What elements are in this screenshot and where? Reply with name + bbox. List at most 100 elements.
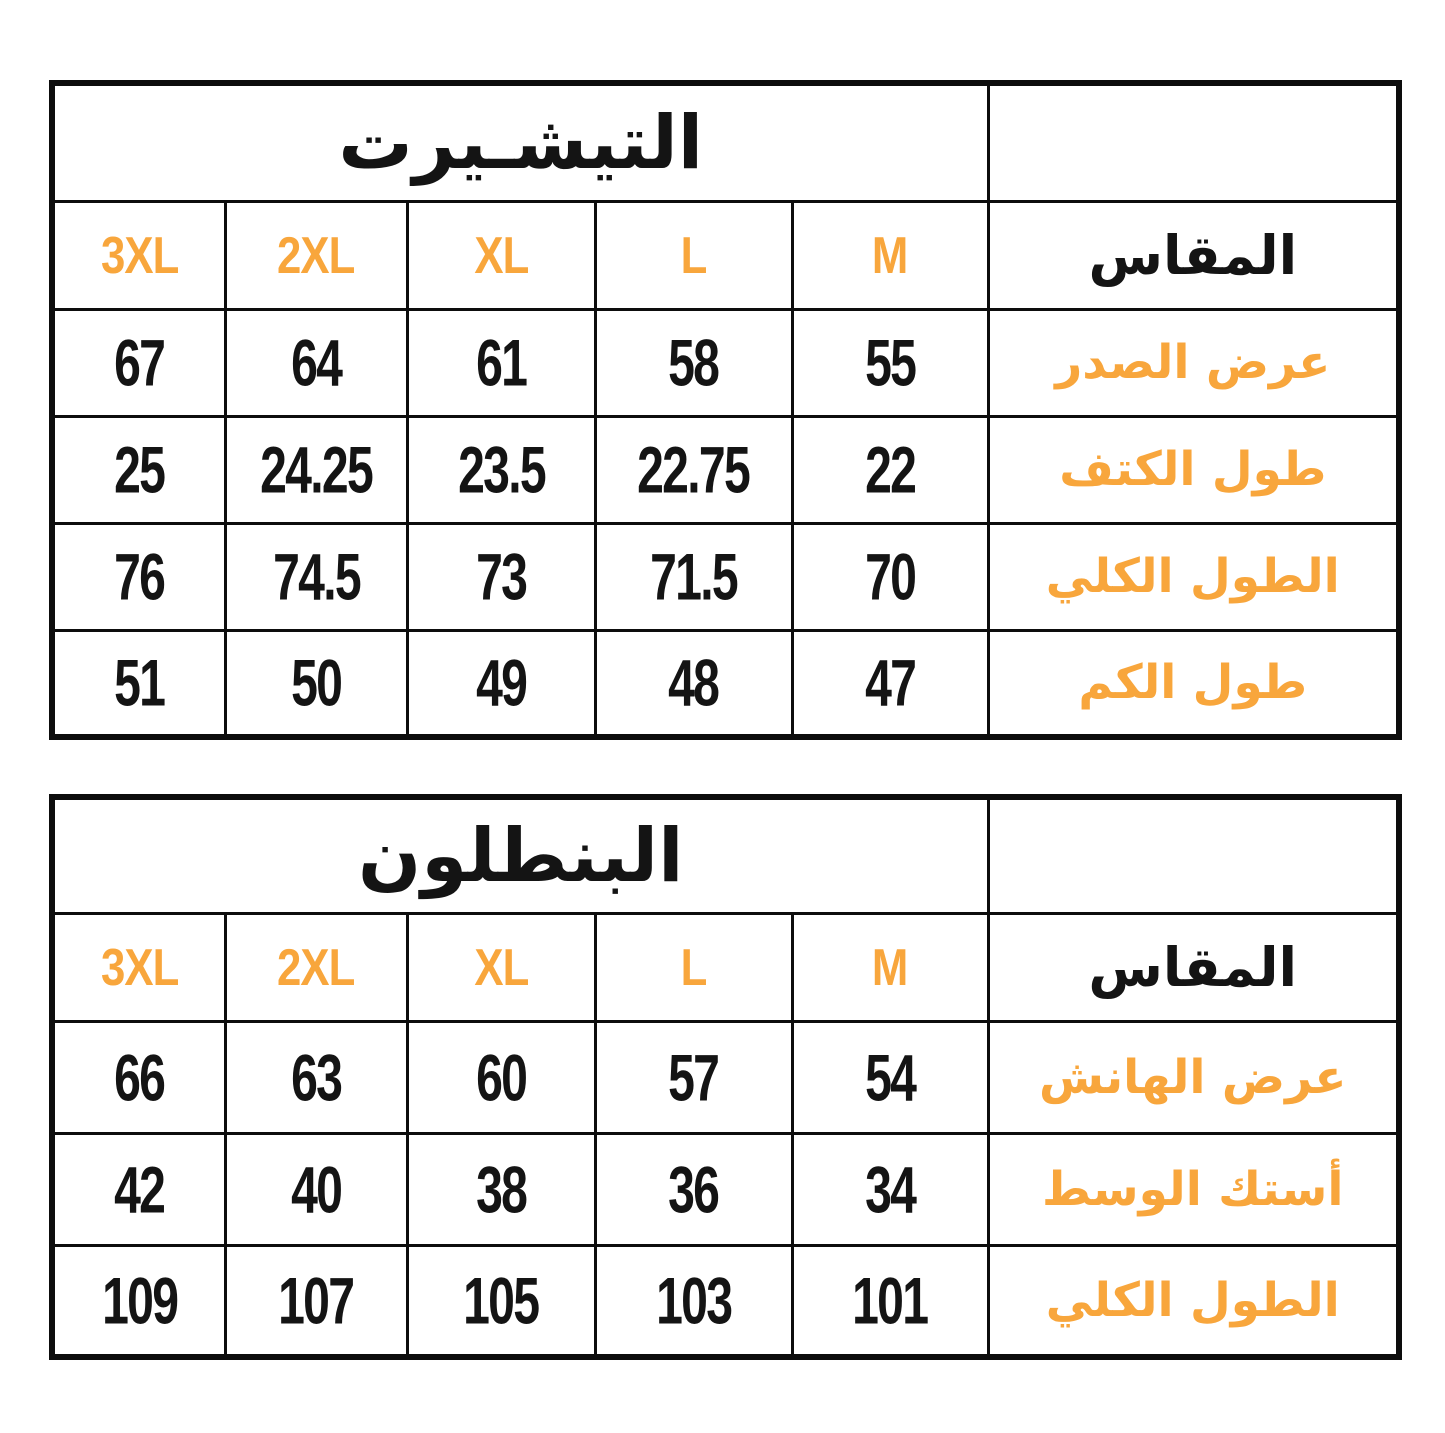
pants-row-label-waist-elastic: أستك الوسط bbox=[986, 1131, 1401, 1247]
table-row: 42 40 38 36 34 أستك الوسط bbox=[50, 1131, 1401, 1247]
tshirt-row-label-chest-width: عرض الصدر bbox=[986, 307, 1401, 418]
value-cell: 54 bbox=[790, 1019, 990, 1135]
cell-value: 58 bbox=[668, 325, 720, 400]
pants-size-header-xl: XL bbox=[405, 911, 597, 1023]
tshirt-size-header-2xl: 2XL bbox=[223, 199, 409, 311]
value-cell: 40 bbox=[223, 1131, 409, 1247]
value-cell: 61 bbox=[405, 307, 597, 418]
cell-value: 64 bbox=[290, 325, 343, 400]
cell-value: 74.5 bbox=[272, 539, 362, 614]
table-row: التيشـيرت bbox=[50, 81, 1401, 203]
value-cell: 38 bbox=[405, 1131, 597, 1247]
cell-value: 23.5 bbox=[457, 432, 547, 507]
cell-value: 67 bbox=[114, 325, 166, 400]
cell-value: 36 bbox=[668, 1151, 720, 1227]
cell-value: 76 bbox=[114, 539, 166, 614]
pants-size-header-3xl: 3XL bbox=[50, 911, 227, 1023]
cell-value: 105 bbox=[463, 1263, 540, 1338]
cell-value: 101 bbox=[852, 1263, 929, 1338]
title-spacer-cell bbox=[986, 795, 1401, 915]
pants-row-label-total-length: الطول الكلي bbox=[986, 1243, 1401, 1359]
cell-value: 103 bbox=[655, 1263, 733, 1338]
tshirt-size-header-xl: XL bbox=[405, 199, 597, 311]
size-label: 2XL bbox=[277, 937, 355, 997]
value-cell: 51 bbox=[50, 628, 227, 739]
cell-value: 48 bbox=[668, 645, 720, 720]
value-cell: 23.5 bbox=[405, 414, 597, 525]
value-cell: 105 bbox=[405, 1243, 597, 1359]
tshirt-size-header-m: M bbox=[790, 199, 990, 311]
pants-size-header-l: L bbox=[593, 911, 794, 1023]
cell-value: 51 bbox=[114, 645, 166, 720]
value-cell: 49 bbox=[405, 628, 597, 739]
cell-value: 22 bbox=[864, 432, 917, 507]
value-cell: 22 bbox=[790, 414, 990, 525]
table-row: 25 24.25 23.5 22.75 22 طول الكتف bbox=[50, 414, 1401, 525]
value-cell: 57 bbox=[593, 1019, 794, 1135]
value-cell: 70 bbox=[790, 521, 990, 632]
value-cell: 42 bbox=[50, 1131, 227, 1247]
cell-value: 49 bbox=[475, 645, 528, 720]
value-cell: 103 bbox=[593, 1243, 794, 1359]
size-label: 2XL bbox=[277, 225, 355, 285]
value-cell: 58 bbox=[593, 307, 794, 418]
pants-size-header-m: M bbox=[790, 911, 990, 1023]
size-label: M bbox=[872, 225, 908, 285]
cell-value: 38 bbox=[475, 1151, 528, 1227]
value-cell: 74.5 bbox=[223, 521, 409, 632]
cell-value: 109 bbox=[101, 1263, 179, 1338]
value-cell: 66 bbox=[50, 1019, 227, 1135]
size-label: L bbox=[680, 937, 708, 997]
size-label: M bbox=[872, 937, 908, 997]
cell-value: 61 bbox=[475, 325, 528, 400]
cell-value: 73 bbox=[475, 539, 528, 614]
value-cell: 34 bbox=[790, 1131, 990, 1247]
tshirt-measure-header: المقاس bbox=[986, 199, 1401, 311]
tshirt-table-title: التيشـيرت bbox=[50, 81, 990, 203]
cell-value: 57 bbox=[668, 1039, 720, 1115]
value-cell: 109 bbox=[50, 1243, 227, 1359]
tshirt-size-header-l: L bbox=[593, 199, 794, 311]
size-label: L bbox=[680, 225, 708, 285]
table-row: 3XL 2XL XL L M المقاس bbox=[50, 199, 1401, 311]
cell-value: 24.25 bbox=[260, 432, 374, 507]
table-row: 67 64 61 58 55 عرض الصدر bbox=[50, 307, 1401, 418]
tshirt-row-label-sleeve-length: طول الكم bbox=[986, 628, 1401, 739]
table-row: 76 74.5 73 71.5 70 الطول الكلي bbox=[50, 521, 1401, 632]
size-chart-table-pants: البنطلون 3XL 2XL XL L M المقاس 66 63 60 … bbox=[49, 794, 1402, 1360]
title-spacer-cell bbox=[986, 81, 1401, 203]
value-cell: 36 bbox=[593, 1131, 794, 1247]
cell-value: 54 bbox=[864, 1039, 917, 1115]
tshirt-row-label-shoulder-length: طول الكتف bbox=[986, 414, 1401, 525]
value-cell: 50 bbox=[223, 628, 409, 739]
cell-value: 107 bbox=[278, 1263, 355, 1338]
table-row: 51 50 49 48 47 طول الكم bbox=[50, 628, 1401, 739]
cell-value: 50 bbox=[290, 645, 343, 720]
table-row: البنطلون bbox=[50, 795, 1401, 915]
table-row: 3XL 2XL XL L M المقاس bbox=[50, 911, 1401, 1023]
cell-value: 40 bbox=[290, 1151, 343, 1227]
cell-value: 60 bbox=[475, 1039, 528, 1115]
value-cell: 24.25 bbox=[223, 414, 409, 525]
cell-value: 25 bbox=[114, 432, 166, 507]
cell-value: 66 bbox=[114, 1039, 166, 1115]
value-cell: 22.75 bbox=[593, 414, 794, 525]
value-cell: 67 bbox=[50, 307, 227, 418]
cell-value: 42 bbox=[114, 1151, 166, 1227]
size-label: 3XL bbox=[100, 937, 179, 997]
value-cell: 107 bbox=[223, 1243, 409, 1359]
value-cell: 25 bbox=[50, 414, 227, 525]
cell-value: 70 bbox=[864, 539, 917, 614]
value-cell: 60 bbox=[405, 1019, 597, 1135]
value-cell: 76 bbox=[50, 521, 227, 632]
pants-table-title: البنطلون bbox=[50, 795, 990, 915]
pants-size-header-2xl: 2XL bbox=[223, 911, 409, 1023]
value-cell: 63 bbox=[223, 1019, 409, 1135]
value-cell: 64 bbox=[223, 307, 409, 418]
value-cell: 48 bbox=[593, 628, 794, 739]
value-cell: 71.5 bbox=[593, 521, 794, 632]
size-label: XL bbox=[474, 937, 529, 997]
cell-value: 34 bbox=[864, 1151, 917, 1227]
cell-value: 47 bbox=[864, 645, 917, 720]
